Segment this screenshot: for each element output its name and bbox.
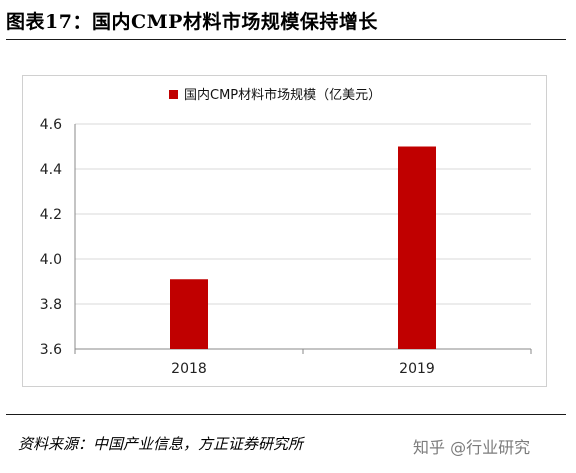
bar-2018 xyxy=(170,279,208,349)
y-tick-label: 4.4 xyxy=(40,162,62,178)
y-tick-label: 4.0 xyxy=(40,252,62,268)
source-note: 资料来源：中国产业信息，方正证券研究所 xyxy=(18,435,304,453)
x-tick-label: 2019 xyxy=(399,361,435,377)
page-title: 图表17：国内CMP材料市场规模保持增长 xyxy=(6,11,378,33)
y-tick-label: 4.6 xyxy=(40,117,62,133)
chart-panel: 3.6 3.8 4.0 4.2 4.4 4.6 2018 2019 国内CMP材料市场规模（亿美… xyxy=(22,75,547,387)
y-tick-label: 4.2 xyxy=(40,207,62,223)
y-tick-label: 3.8 xyxy=(40,297,62,313)
legend-swatch xyxy=(169,90,178,99)
watermark: 知乎 @行业研究 xyxy=(413,438,531,457)
bar-chart: 3.6 3.8 4.0 4.2 4.4 4.6 2018 2019 国内CMP材料市场规模（亿美… xyxy=(40,87,532,377)
x-tick-label: 2018 xyxy=(171,361,207,377)
y-tick-label: 3.6 xyxy=(40,342,62,358)
bar-2019 xyxy=(398,146,436,349)
legend-label: 国内CMP材料市场规模（亿美元） xyxy=(184,87,381,103)
footer-divider xyxy=(6,414,566,415)
title-divider xyxy=(6,39,566,40)
